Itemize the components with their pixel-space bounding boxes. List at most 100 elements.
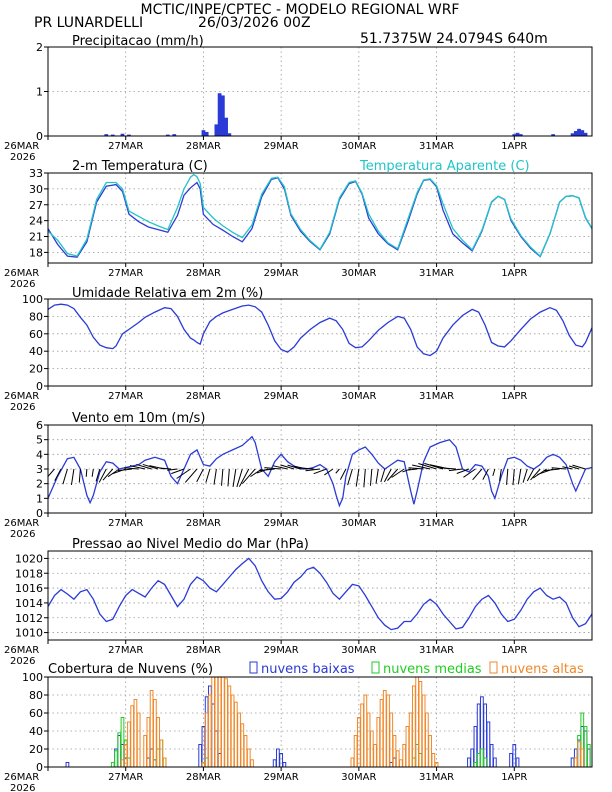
- precip-bar-precipitacao: [204, 131, 209, 137]
- wind-barb: [167, 468, 178, 471]
- wind-barb: [232, 468, 237, 487]
- clouds-bar-nuvens-altas: [246, 748, 251, 768]
- wind-barb: [408, 467, 424, 470]
- wind-barb: [142, 463, 159, 470]
- location-label: PR LUNARDELLI: [34, 15, 143, 31]
- clouds-bar-nuvens-baixas: [276, 748, 280, 768]
- pressure-xtick-label: 1APR: [501, 645, 527, 656]
- clouds-xtick-label: 31MAR: [419, 772, 454, 783]
- rh-xtick-label: 30MAR: [341, 391, 376, 402]
- precip-frame: [47, 46, 593, 137]
- clouds-bar-nuvens-altas: [386, 694, 390, 768]
- wind-barb: [129, 465, 146, 470]
- clouds-bar-nuvens-altas: [120, 759, 125, 768]
- clouds-bar-nuvens-altas: [573, 757, 578, 768]
- wind-barb: [506, 468, 509, 485]
- rh-xtick-label: 1APR: [501, 391, 527, 402]
- wind-barb: [335, 468, 340, 474]
- temp-line-temperatura-aparente: [47, 173, 593, 258]
- precip-ytick-label: 0: [36, 130, 43, 143]
- wind-barb: [482, 468, 489, 480]
- clouds-bar-nuvens-baixas: [272, 759, 277, 768]
- precip-xtick-label: 30MAR: [341, 141, 376, 152]
- clouds-bar-nuvens-altas: [152, 699, 157, 768]
- temp-xtick-label: 27MAR: [108, 268, 143, 279]
- clouds-title: Cobertura de Nuvens (%): [48, 662, 213, 677]
- wind-barb: [562, 466, 573, 470]
- wind-barb: [91, 468, 94, 477]
- wind-barb: [363, 468, 366, 488]
- rh-frame: [47, 298, 593, 387]
- clouds-bar-nuvens-altas: [353, 735, 358, 768]
- wind-barb: [492, 468, 496, 477]
- wind-barb: [463, 468, 476, 478]
- coordinates-label: 51.7375W 24.0794S 640m: [360, 31, 548, 47]
- temp-xtick-label: 29MAR: [264, 268, 299, 279]
- wind-barb: [391, 468, 405, 478]
- wind-barb: [383, 468, 392, 483]
- wind-xtick-label: 26MAR: [4, 518, 39, 529]
- wind-barb: [568, 465, 580, 470]
- wind-barb: [375, 468, 379, 484]
- clouds-bar-nuvens-altas: [356, 717, 361, 768]
- clouds-bar-nuvens-altas: [143, 735, 148, 768]
- wind-xtick-label: 29MAR: [264, 518, 299, 529]
- rh-title: Umidade Relativa em 2m (%): [72, 286, 263, 301]
- pressure-xtick-label: 29MAR: [264, 645, 299, 656]
- clouds-bar-nuvens-medias: [586, 744, 591, 768]
- clouds-ytick-label: 20: [29, 743, 43, 756]
- temp-xtick-label: 31MAR: [419, 268, 454, 279]
- clouds-bar-nuvens-altas: [220, 676, 225, 768]
- clouds-bar-nuvens-medias: [483, 757, 488, 768]
- pressure-title: Pressao ao Nivel Medio do Mar (hPa): [72, 537, 309, 552]
- clouds-bar-nuvens-altas: [208, 694, 212, 768]
- wind-barb: [324, 468, 334, 476]
- wind-barb: [272, 465, 288, 470]
- clouds-bar-nuvens-altas: [431, 753, 436, 768]
- rh-xtick-label: 29MAR: [264, 391, 299, 402]
- clouds-legend-label: nuvens baixas: [261, 662, 355, 677]
- clouds-bar-nuvens-baixas: [279, 753, 284, 768]
- precip-bar-precipitacao: [577, 128, 581, 137]
- clouds-ytick-label: 0: [36, 761, 43, 774]
- rh-line-umidade: [47, 303, 593, 357]
- temp-frame: [47, 172, 593, 264]
- wind-barb: [412, 464, 431, 470]
- precip-year-label: 2026: [10, 152, 35, 163]
- clouds-bar-nuvens-altas: [369, 730, 374, 768]
- precip-bar-precipitacao: [573, 131, 578, 137]
- precip-xtick-label: 1APR: [501, 141, 527, 152]
- clouds-bar-nuvens-altas: [366, 712, 371, 768]
- clouds-bar-nuvens-altas: [580, 748, 585, 768]
- clouds-bar-nuvens-altas: [237, 712, 241, 768]
- temp-panel: 18 21 24 27 30 33 26MAR 27MAR 28MAR 29MAR 30MAR 31M…: [4, 159, 593, 290]
- wind-barb: [456, 468, 470, 474]
- clouds-bar-nuvens-altas: [133, 699, 138, 768]
- clouds-legend-swatch: [249, 661, 258, 674]
- wind-barb: [62, 468, 68, 485]
- pressure-xtick-label: 26MAR: [4, 645, 39, 656]
- wind-barb: [184, 468, 198, 483]
- wind-barb: [213, 468, 217, 485]
- rh-xtick-label: 31MAR: [419, 391, 454, 402]
- wind-barb: [347, 468, 353, 486]
- wind-barb: [305, 468, 321, 472]
- clouds-xtick-label: 28MAR: [186, 772, 221, 783]
- wind-barb: [117, 468, 133, 472]
- wind-barb: [448, 468, 463, 472]
- clouds-bar-nuvens-altas: [363, 694, 368, 768]
- temp-xtick-label: 28MAR: [186, 268, 221, 279]
- clouds-ytick-label: 80: [29, 689, 43, 702]
- clouds-bar-nuvens-medias: [114, 750, 118, 768]
- wind-barb: [313, 468, 327, 475]
- rh-ytick-label: 20: [29, 363, 43, 376]
- pressure-xtick-label: 27MAR: [108, 645, 143, 656]
- wind-ytick-label: 3: [36, 463, 43, 476]
- precip-bar-precipitacao: [220, 95, 225, 137]
- wind-barb: [78, 468, 81, 483]
- temp-ytick-label: 24: [29, 215, 43, 228]
- clouds-bar-nuvens-altas: [204, 712, 209, 768]
- temp-title: 2-m Temperatura (C): [72, 159, 208, 174]
- wind-barb: [287, 464, 301, 470]
